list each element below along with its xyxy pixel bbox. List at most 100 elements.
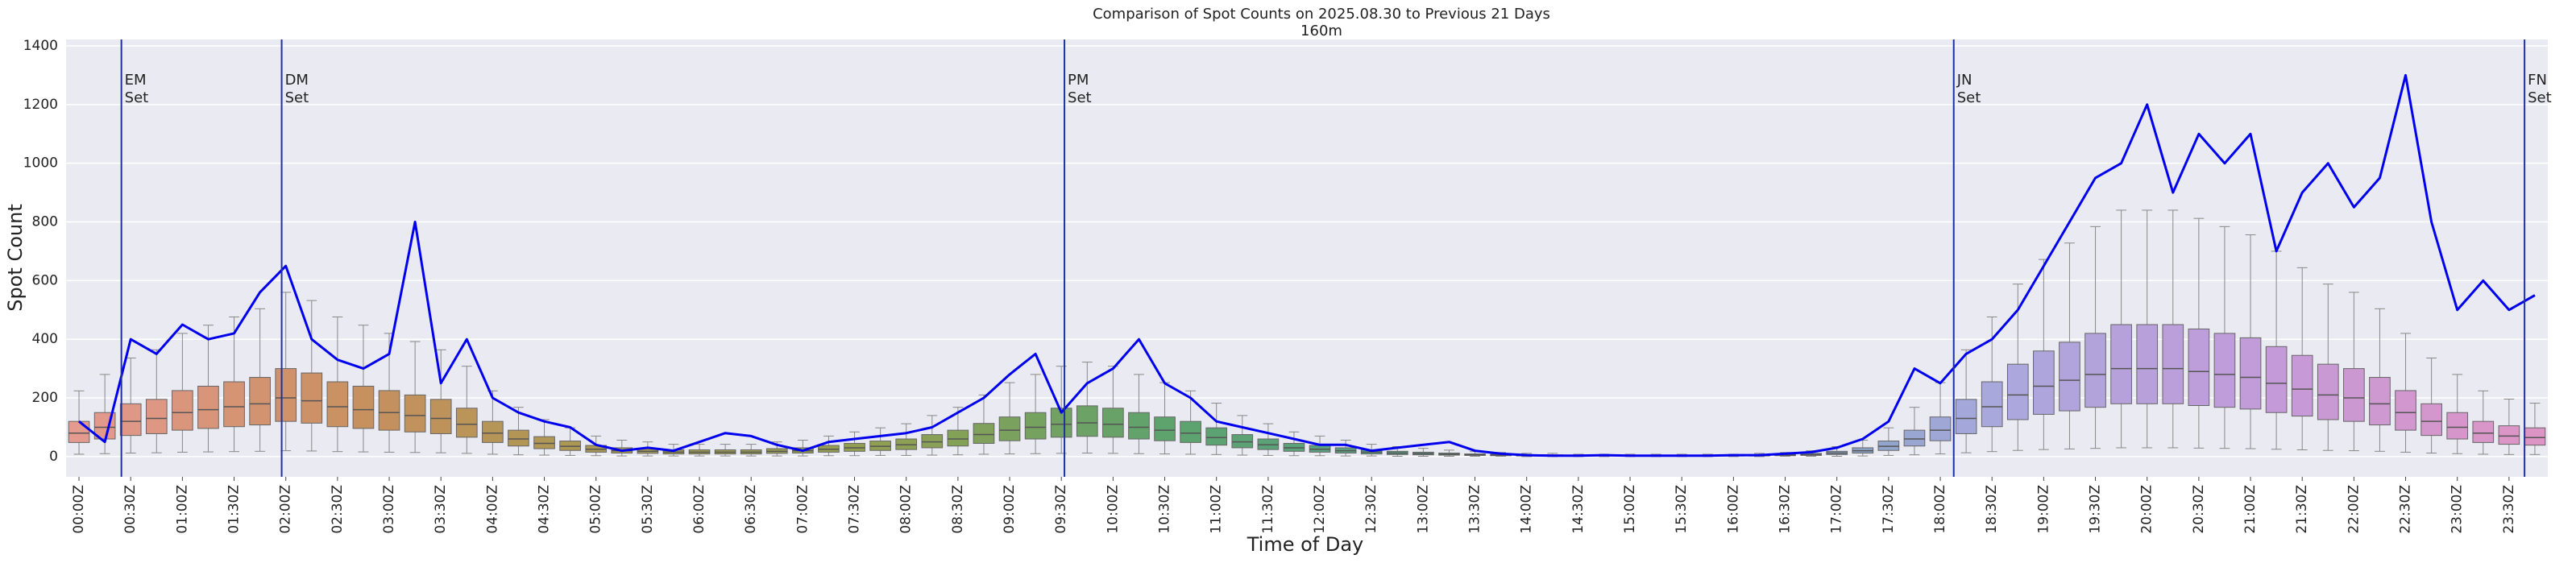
box bbox=[2188, 217, 2210, 449]
box-body bbox=[2136, 324, 2159, 404]
box bbox=[455, 366, 478, 454]
x-tick-label: 06:30Z bbox=[743, 485, 759, 534]
box-body bbox=[429, 399, 452, 434]
box bbox=[2059, 242, 2080, 449]
event-label: FN bbox=[2528, 72, 2547, 89]
event-label: PM bbox=[1068, 72, 1089, 89]
box-body bbox=[1903, 429, 1926, 447]
box bbox=[1257, 423, 1280, 456]
box-body bbox=[249, 377, 271, 426]
x-tick-label: 12:30Z bbox=[1363, 485, 1379, 534]
x-tick-label: 12:00Z bbox=[1312, 485, 1328, 534]
box bbox=[1877, 427, 1900, 456]
box bbox=[2084, 226, 2106, 449]
box-body bbox=[2110, 324, 2132, 404]
x-tick-label: 09:30Z bbox=[1053, 485, 1069, 534]
box-body bbox=[2239, 337, 2262, 410]
box-body bbox=[2291, 354, 2313, 417]
x-tick-label: 15:00Z bbox=[1622, 485, 1638, 534]
box bbox=[1929, 382, 1952, 455]
chart-subtitle: 160m bbox=[1300, 23, 1342, 39]
box bbox=[844, 431, 865, 457]
x-tick-label: 05:00Z bbox=[588, 485, 604, 534]
event-label: Set bbox=[125, 89, 149, 106]
x-tick-label: 16:00Z bbox=[1725, 485, 1741, 534]
box-body bbox=[223, 381, 245, 428]
box-body bbox=[973, 423, 995, 444]
box bbox=[818, 435, 840, 457]
box-body bbox=[2033, 350, 2055, 415]
x-tick-label: 07:00Z bbox=[794, 485, 811, 534]
box-body bbox=[2059, 342, 2080, 412]
box bbox=[1412, 448, 1434, 457]
x-tick-label: 10:00Z bbox=[1105, 485, 1121, 534]
x-tick-label: 03:30Z bbox=[433, 485, 449, 534]
box-body bbox=[1981, 381, 2003, 428]
box bbox=[326, 317, 349, 453]
event-label: Set bbox=[1957, 89, 1981, 106]
box bbox=[223, 317, 245, 453]
today-line bbox=[78, 73, 2536, 457]
box-body bbox=[998, 416, 1021, 441]
box-body bbox=[2084, 333, 2106, 408]
event-label: DM bbox=[285, 72, 309, 89]
x-tick-label: 17:30Z bbox=[1881, 485, 1897, 534]
box-body bbox=[2343, 368, 2365, 422]
y-tick-label: 1400 bbox=[23, 38, 58, 54]
x-tick-label: 18:30Z bbox=[1984, 485, 2000, 534]
box bbox=[2033, 259, 2055, 450]
x-tick-label: 16:30Z bbox=[1777, 485, 1794, 534]
event-label: JN bbox=[1956, 72, 1972, 89]
box bbox=[585, 435, 608, 457]
box bbox=[765, 441, 788, 457]
box-body bbox=[1929, 416, 1952, 441]
y-tick-label: 1200 bbox=[23, 97, 58, 113]
x-tick-label: 20:30Z bbox=[2191, 485, 2207, 534]
box-body bbox=[947, 429, 969, 447]
box bbox=[197, 325, 219, 453]
box bbox=[1903, 407, 1926, 456]
box-body bbox=[2265, 346, 2288, 413]
box bbox=[2524, 403, 2546, 455]
box bbox=[1154, 382, 1176, 455]
box-body bbox=[1128, 412, 1150, 440]
x-tick-label: 22:30Z bbox=[2398, 485, 2414, 534]
box-body bbox=[533, 436, 555, 449]
box bbox=[2317, 284, 2339, 451]
box bbox=[378, 333, 400, 453]
box bbox=[921, 415, 944, 456]
box bbox=[2291, 267, 2313, 450]
box bbox=[275, 292, 297, 452]
box bbox=[559, 427, 581, 456]
x-tick-label: 06:00Z bbox=[691, 485, 707, 534]
box-body bbox=[2162, 324, 2184, 404]
box bbox=[1205, 403, 1228, 455]
x-tick-label: 05:30Z bbox=[640, 485, 656, 534]
event-label: Set bbox=[1068, 89, 1092, 106]
box-body bbox=[352, 385, 375, 429]
y-tick-label: 200 bbox=[32, 390, 58, 406]
box bbox=[482, 390, 504, 455]
box-body bbox=[482, 420, 504, 443]
box-body bbox=[2472, 420, 2495, 443]
x-tick-label: 21:00Z bbox=[2242, 485, 2259, 534]
box-body bbox=[2395, 390, 2416, 431]
x-tick-label: 20:00Z bbox=[2139, 485, 2155, 534]
box bbox=[2369, 308, 2391, 452]
box bbox=[869, 427, 891, 456]
box-body bbox=[1154, 416, 1176, 441]
event-label: Set bbox=[2528, 89, 2552, 106]
box-body bbox=[275, 368, 297, 422]
box-body bbox=[2446, 412, 2469, 440]
box bbox=[2239, 234, 2262, 449]
box-body bbox=[1231, 434, 1254, 449]
box-body bbox=[404, 394, 426, 433]
x-axis-label: Time of Day bbox=[1247, 533, 1364, 556]
x-tick-label: 07:30Z bbox=[847, 485, 863, 534]
box-body bbox=[1024, 412, 1047, 440]
x-tick-label: 13:00Z bbox=[1415, 485, 1431, 534]
x-tick-label: 18:00Z bbox=[1932, 485, 1948, 534]
box-body bbox=[2213, 333, 2236, 408]
box-body bbox=[197, 385, 219, 429]
